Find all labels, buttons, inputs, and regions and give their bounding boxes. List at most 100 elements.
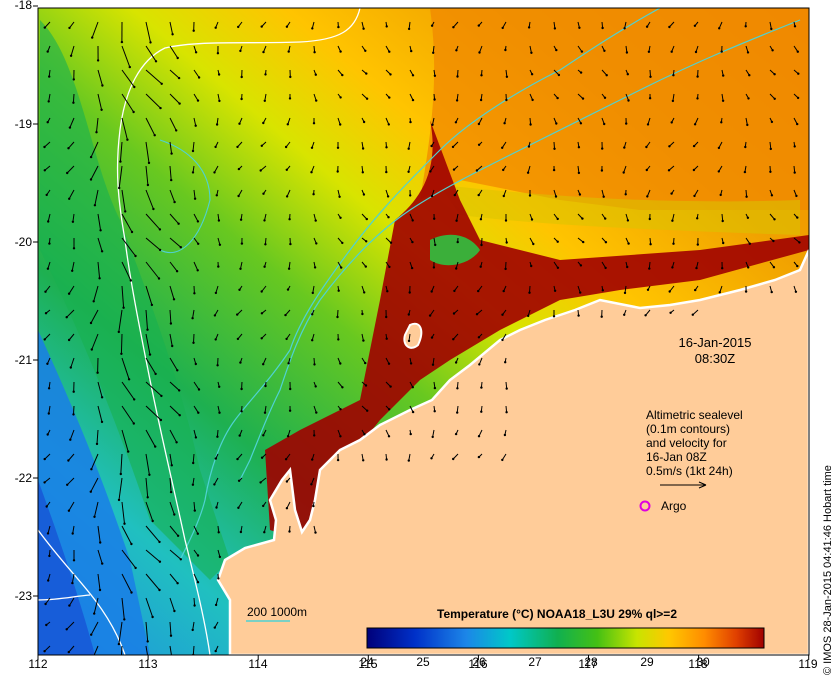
- velocity-arrow-head: [214, 457, 217, 460]
- velocity-arrow-head: [193, 197, 197, 200]
- velocity-arrow-head: [239, 530, 243, 534]
- velocity-arrow-head: [65, 628, 68, 631]
- velocity-arrow: [94, 189, 99, 206]
- velocity-arrow-head: [311, 27, 314, 30]
- velocity-arrow-head: [288, 97, 292, 100]
- velocity-arrow-head: [477, 435, 481, 438]
- velocity-arrow: [90, 453, 99, 470]
- velocity-arrow: [120, 645, 123, 655]
- velocity-arrow: [169, 213, 179, 225]
- velocity-arrow: [93, 645, 99, 655]
- velocity-arrow-head: [433, 386, 437, 390]
- velocity-arrow-head: [214, 26, 217, 29]
- velocity-arrow-head: [169, 634, 173, 637]
- velocity-arrow-head: [71, 532, 74, 535]
- velocity-arrow-head: [43, 26, 46, 29]
- velocity-arrow-head: [91, 36, 94, 39]
- velocity-arrow-head: [216, 52, 220, 55]
- velocity-arrow-head: [341, 386, 344, 389]
- velocity-arrow-head: [364, 265, 367, 268]
- velocity-arrow-head: [312, 504, 315, 508]
- velocity-arrow-head: [262, 363, 265, 366]
- velocity-arrow-head: [46, 121, 49, 124]
- colorbar-tick: 30: [696, 655, 710, 669]
- velocity-arrow-head: [314, 219, 317, 222]
- velocity-arrow-head: [337, 25, 340, 29]
- velocity-arrow-head: [339, 362, 342, 365]
- velocity-arrow-head: [532, 242, 535, 246]
- velocity-arrow-head: [431, 363, 435, 366]
- velocity-arrow-head: [668, 290, 671, 293]
- velocity-arrow-head: [504, 48, 507, 52]
- velocity-arrow-head: [718, 27, 721, 30]
- velocity-arrow-head: [153, 134, 156, 137]
- velocity-arrow-head: [720, 121, 723, 124]
- velocity-arrow: [91, 21, 99, 38]
- velocity-arrow-head: [117, 330, 121, 334]
- velocity-arrow-head: [692, 168, 696, 172]
- velocity-arrow-head: [361, 147, 365, 150]
- velocity-arrow-head: [605, 74, 608, 77]
- velocity-arrow-head: [744, 290, 748, 293]
- velocity-arrow-head: [671, 99, 675, 103]
- lon-label: 112: [28, 657, 48, 671]
- velocity-arrow-head: [93, 612, 96, 615]
- velocity-arrow-head: [313, 266, 317, 269]
- velocity-arrow-head: [505, 387, 508, 390]
- velocity-arrow-head: [67, 509, 71, 512]
- velocity-arrow-head: [191, 149, 195, 153]
- velocity-arrow-head: [314, 385, 317, 388]
- velocity-arrow-head: [217, 219, 221, 222]
- velocity-arrow: [169, 621, 172, 636]
- velocity-arrow-head: [285, 480, 289, 483]
- velocity-arrow-head: [71, 269, 74, 272]
- velocity-arrow-head: [477, 455, 481, 459]
- velocity-arrow: [66, 477, 75, 486]
- velocity-arrow-head: [644, 314, 647, 317]
- velocity-arrow-head: [134, 254, 137, 258]
- velocity-arrow: [66, 165, 75, 174]
- velocity-arrow-head: [433, 74, 437, 78]
- velocity-arrow-head: [456, 411, 459, 414]
- velocity-arrow-head: [44, 290, 47, 293]
- velocity-arrow-head: [480, 243, 483, 247]
- velocity-arrow-head: [122, 306, 125, 309]
- velocity-arrow-head: [770, 194, 774, 197]
- velocity-arrow-head: [719, 193, 722, 197]
- velocity-arrow-head: [216, 364, 219, 367]
- velocity-arrow-head: [262, 434, 265, 437]
- velocity-arrow-head: [43, 457, 46, 461]
- velocity-arrow-head: [504, 267, 507, 271]
- velocity-arrow-head: [133, 85, 136, 89]
- legend-line: 0.5m/s (1kt 24h): [646, 464, 733, 478]
- velocity-arrow-head: [623, 291, 627, 295]
- velocity-arrow-head: [746, 51, 750, 54]
- velocity-arrow-head: [158, 228, 162, 231]
- velocity-arrow-head: [793, 25, 797, 28]
- velocity-arrow: [193, 525, 199, 534]
- velocity-arrow-head: [648, 217, 651, 221]
- velocity-arrow-head: [46, 362, 49, 365]
- velocity-arrow-head: [770, 27, 773, 31]
- velocity-arrow-head: [385, 315, 388, 319]
- velocity-arrow-head: [43, 481, 46, 484]
- velocity-arrow-head: [339, 96, 342, 99]
- velocity-arrow-head: [770, 290, 773, 294]
- velocity-arrow-head: [647, 50, 651, 53]
- velocity-arrow-head: [696, 217, 699, 220]
- velocity-arrow-head: [341, 241, 344, 245]
- velocity-arrow-head: [451, 145, 455, 149]
- velocity-arrow: [169, 69, 180, 79]
- velocity-arrow-head: [44, 602, 47, 606]
- velocity-arrow: [145, 141, 150, 163]
- velocity-arrow-head: [286, 435, 290, 438]
- velocity-arrow-head: [603, 96, 607, 100]
- velocity-arrow-head: [173, 200, 176, 204]
- velocity-arrow-head: [339, 435, 342, 438]
- velocity-arrow-head: [455, 267, 458, 270]
- velocity-vectors: [43, 21, 801, 655]
- velocity-arrow-head: [148, 473, 151, 476]
- velocity-arrow: [47, 525, 51, 534]
- velocity-arrow: [193, 501, 196, 511]
- velocity-arrow-head: [99, 541, 102, 544]
